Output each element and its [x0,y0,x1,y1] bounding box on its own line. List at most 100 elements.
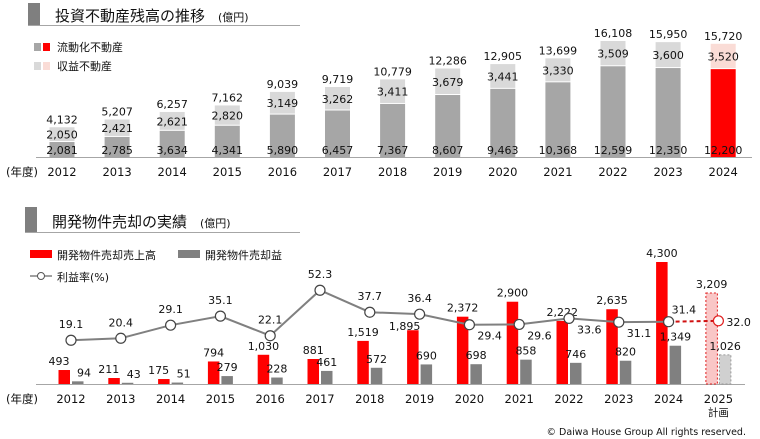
bar-profit-2018 [370,367,383,384]
bar-liquid-2024 [710,69,736,157]
label-rental-2024: 3,520 [707,50,739,63]
bottom-chart-title: 開発物件売却の実績 [52,213,187,231]
label-total-2013: 5,207 [101,106,133,119]
bar-rental-2021 [545,58,571,82]
bar-liquid-2015 [214,125,240,157]
label-liquid-2018: 7,367 [377,144,409,157]
label-profit-2017: 461 [316,356,337,369]
label-margin-2022: 33.6 [577,323,602,336]
margin-marker-2022 [563,312,575,324]
bar-liquid-2012 [49,142,75,157]
label-rental-2012: 2,050 [46,129,78,142]
label-total-2015: 7,162 [212,91,244,104]
label-rental-2013: 2,421 [101,122,133,135]
bar-profit-2023 [619,360,632,384]
xtick-2014: 2014 [156,392,185,406]
legend-marker-margin [37,272,45,280]
bar-rental-2023 [655,42,681,68]
xtick-2016: 2016 [256,392,285,406]
bottom-chart-unit: (億円) [200,217,231,230]
label-margin-2025: 32.0 [726,316,751,329]
xtick-2024: 2024 [654,392,683,406]
copyright-footer: © Daiwa House Group All rights reserved. [547,427,747,438]
xtick-2015: 2015 [206,392,235,406]
xtick-2022: 2022 [598,165,627,179]
label-liquid-2013: 2,785 [101,144,133,157]
bar-profit-2025 [718,354,732,385]
label-margin-2013: 20.4 [109,316,134,329]
xtick-2023: 2023 [604,392,633,406]
bar-profit-2017 [321,370,333,384]
margin-marker-2020 [463,319,475,331]
label-profit-2019: 690 [416,349,437,362]
label-rental-2023: 3,600 [652,49,684,62]
bar-rental-2017 [325,87,350,110]
legend-swatch-liquid-gray [34,43,41,51]
bar-sales-2016 [257,354,270,384]
label-liquid-2024: 12,200 [704,144,743,157]
margin-marker-2014 [165,319,177,331]
label-rental-2019: 3,679 [432,76,464,89]
xtick-2019: 2019 [433,165,462,179]
label-liquid-2017: 6,457 [322,144,354,157]
xtick-2018: 2018 [355,392,384,406]
xtick-2024: 2024 [709,165,738,179]
xtick-2018: 2018 [378,165,407,179]
bar-profit-2024 [669,345,682,384]
label-total-2012: 4,132 [46,113,78,126]
xtick-2016: 2016 [268,165,297,179]
margin-marker-2013 [115,332,127,344]
margin-line-plan [668,319,719,323]
label-margin-2023: 31.1 [627,327,652,340]
label-margin-2019: 36.4 [407,292,432,305]
label-liquid-2023: 12,350 [649,144,688,157]
label-rental-2020: 3,441 [487,70,519,83]
label-sales-2016: 1,030 [248,340,280,353]
label-margin-2024: 31.4 [672,304,697,317]
bar-sales-2017 [307,359,319,384]
label-liquid-2015: 4,341 [212,144,244,157]
label-total-2016: 9,039 [267,78,299,91]
label-sales-2012: 493 [49,355,70,368]
bar-sales-2020 [456,316,469,384]
label-liquid-2016: 5,890 [267,144,299,157]
xtick-2015: 2015 [213,165,242,179]
label-total-2019: 12,286 [428,55,467,68]
bar-rental-2015 [214,105,240,125]
margin-marker-2024 [662,316,675,328]
xtick-2025: 2025 [704,392,733,406]
label-total-2017: 9,719 [322,73,354,86]
bar-liquid-2018 [380,103,406,157]
bar-profit-2016 [271,377,283,384]
label-rental-2017: 3,262 [322,93,354,106]
label-rental-2015: 2,820 [212,110,244,123]
bar-profit-2021 [520,359,532,384]
label-profit-2016: 228 [266,363,287,376]
label-profit-2020: 698 [466,349,487,362]
bar-liquid-2022 [600,66,626,157]
bar-rental-2016 [269,91,295,114]
label-total-2014: 6,257 [156,98,188,111]
label-margin-2014: 29.1 [158,303,183,316]
bar-sales-2023 [606,309,618,384]
label-sales-2018: 1,519 [347,326,379,339]
margin-marker-2012 [65,334,77,346]
label-sales-2023: 2,635 [596,294,628,307]
bar-rental-2018 [380,79,406,103]
label-sales-2015: 794 [203,346,224,359]
legend-swatch-rental-gray [34,62,41,70]
label-total-2020: 12,905 [484,50,523,63]
bar-profit-2014 [171,382,184,384]
label-margin-2015: 35.1 [208,294,233,307]
label-sales-2017: 881 [303,344,324,357]
label-total-2024: 15,720 [704,30,743,43]
label-margin-2021: 29.6 [527,329,552,342]
label-sales-2021: 2,900 [497,287,529,300]
bar-profit-2015 [221,376,233,384]
label-liquid-2020: 9,463 [487,144,519,157]
label-sales-2013: 211 [98,363,119,376]
xtick-2020: 2020 [488,165,517,179]
label-total-2023: 15,950 [649,28,688,41]
xtick-2021: 2021 [543,165,572,179]
